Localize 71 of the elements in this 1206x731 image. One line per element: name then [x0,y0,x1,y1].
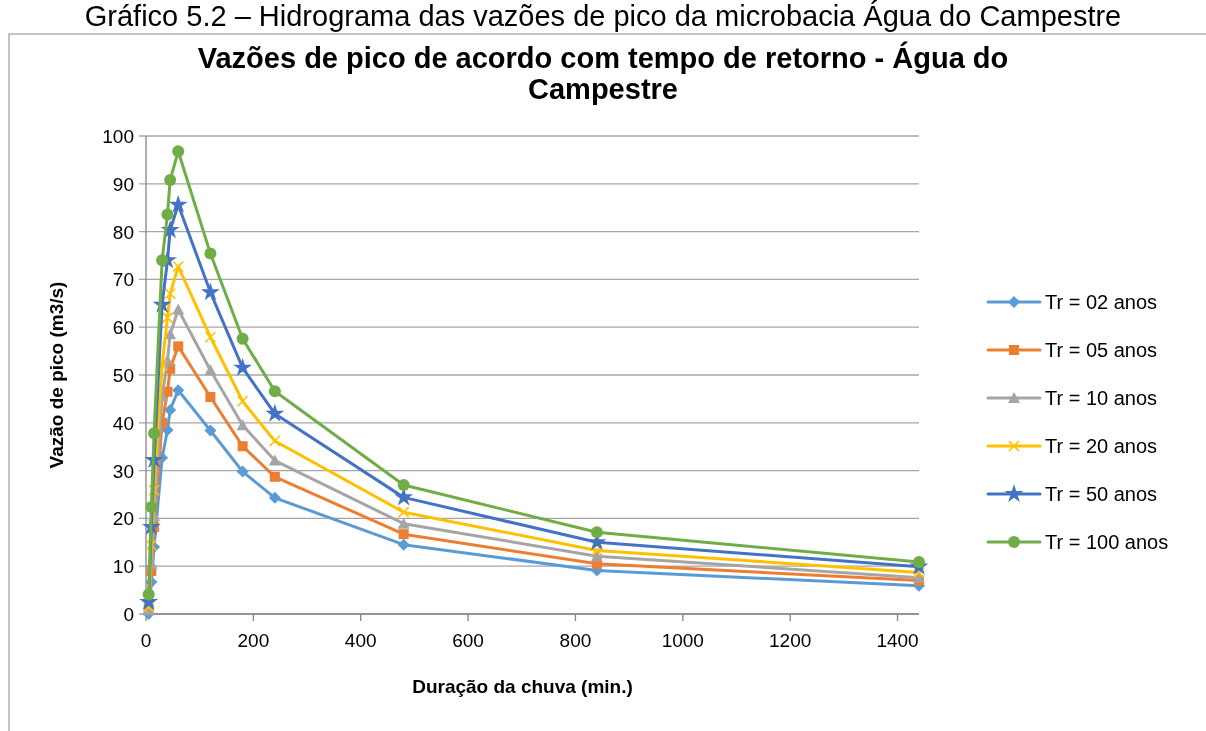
x-tick-label: 600 [452,630,484,651]
x-tick-label: 1200 [769,630,812,651]
point [397,506,410,518]
point [172,260,185,273]
point [164,403,177,416]
legend-label: Tr = 10 anos [1045,387,1158,409]
point [173,341,184,352]
legend-label: Tr = 05 anos [1045,339,1158,361]
point [397,478,410,491]
point [237,441,248,452]
point [265,403,285,422]
point [156,254,169,267]
y-tick-label: 60 [112,317,134,339]
point [168,194,188,213]
chart-title: Vazões de pico de acordo com tempo de retorno - Água do Campestre [197,41,1009,105]
point [236,465,249,478]
point [269,471,280,482]
point [913,555,925,568]
point [268,491,281,504]
point [205,391,216,402]
point [164,173,177,186]
point [172,384,185,397]
x-tick-label: 200 [237,630,270,651]
x-tick-label: 800 [559,630,592,651]
point [204,247,217,260]
y-tick-label: 80 [112,221,134,243]
y-tick-label: 40 [112,412,134,434]
x-tick-label: 1000 [661,630,704,651]
point [148,427,161,440]
y-tick-label: 100 [102,126,134,147]
point [204,424,217,437]
legend-label: Tr = 50 anos [1045,483,1158,505]
point [142,588,155,601]
y-tick-label: 0 [123,604,134,625]
legend-label: Tr = 20 anos [1045,435,1158,457]
y-tick-label: 30 [112,460,134,482]
point [236,332,249,345]
point [269,435,281,447]
point [204,364,217,376]
point [233,357,253,376]
point [591,544,603,557]
y-tick-label: 20 [112,508,134,530]
point [397,538,410,551]
x-axis-title: Duração da chuva (min.) [412,676,633,697]
point [148,484,160,496]
legend-label: Tr = 100 anos [1045,531,1169,553]
point [268,454,281,466]
y-tick-label: 50 [112,365,134,386]
point [913,566,925,579]
legend-label: Tr = 02 anos [1045,291,1158,313]
point [164,287,176,300]
y-axis-title: Vazão de pico (m3/s) [46,281,67,469]
point [172,145,185,158]
x-tick-label: 1400 [876,630,919,651]
point [172,303,185,315]
text: Gráfico 5.2 – Hidrograma das vazões de pico da microbacia Água do Campestre [84,0,1122,32]
point [398,529,409,540]
point [268,385,281,398]
point [161,208,174,221]
y-tick-label: 90 [112,173,134,195]
point [145,500,158,513]
x-tick-label: 0 [140,630,152,651]
point [204,331,217,344]
y-tick-label: 70 [112,269,134,291]
point [161,311,174,324]
point [590,526,603,539]
y-tick-label: 10 [112,556,134,578]
x-tick-label: 400 [344,630,377,651]
point [236,419,249,431]
point [236,395,249,408]
point [201,282,220,301]
